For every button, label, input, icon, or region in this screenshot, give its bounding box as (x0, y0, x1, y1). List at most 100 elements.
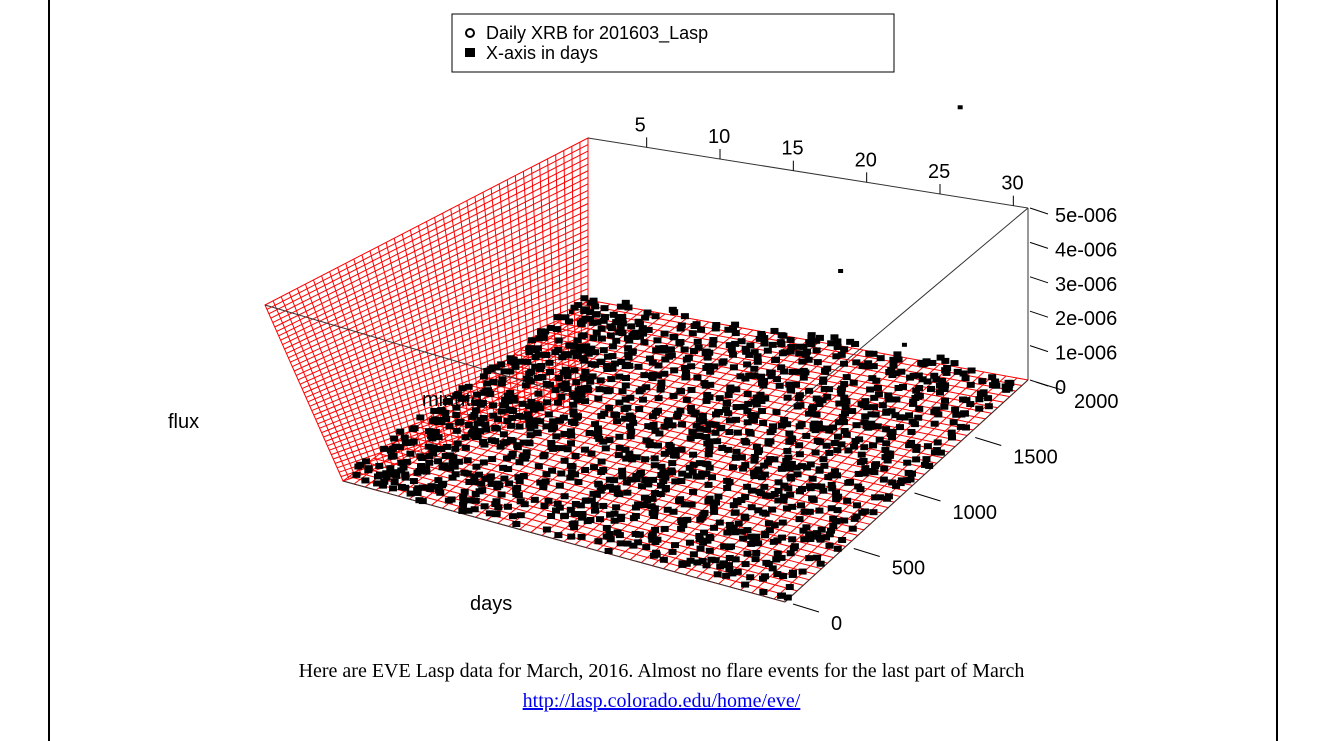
data-point (741, 494, 750, 501)
data-point (757, 373, 766, 380)
data-point (486, 390, 495, 397)
data-point (637, 386, 646, 393)
data-point (519, 439, 528, 446)
data-point (375, 471, 384, 478)
data-point (382, 470, 391, 477)
data-point (515, 459, 524, 466)
data-point (837, 351, 846, 358)
data-point (408, 426, 417, 433)
data-point (741, 581, 750, 588)
data-point (786, 491, 795, 498)
data-point (426, 486, 435, 493)
data-point (894, 356, 903, 363)
data-point (752, 401, 761, 408)
x-axis-label: days (470, 593, 512, 615)
data-point (820, 385, 829, 392)
data-point (828, 485, 837, 492)
data-point (823, 365, 832, 372)
data-point (669, 392, 678, 399)
data-point (861, 465, 870, 472)
data-point (745, 351, 754, 358)
data-point (896, 480, 905, 487)
data-point (464, 507, 473, 514)
data-point (568, 521, 577, 528)
grid-line (555, 154, 564, 409)
data-point (629, 419, 638, 426)
data-point (499, 464, 508, 471)
data-point (884, 493, 893, 500)
eve-link[interactable]: http://lasp.colorado.edu/home/eve/ (522, 690, 801, 712)
data-point (962, 397, 971, 404)
data-point (676, 325, 685, 332)
data-point (612, 504, 621, 511)
data-point (770, 490, 779, 497)
data-point (442, 415, 451, 422)
data-point (743, 527, 752, 534)
data-point (582, 306, 591, 313)
data-point (616, 540, 625, 547)
data-point (600, 410, 609, 417)
data-point (666, 443, 675, 450)
data-point (805, 555, 814, 562)
data-point (389, 485, 398, 492)
data-point (488, 364, 497, 371)
data-point (829, 523, 838, 530)
data-point (554, 375, 563, 382)
data-point (907, 428, 916, 435)
data-point (508, 414, 517, 421)
data-point (479, 373, 488, 380)
data-point (597, 458, 606, 465)
data-point (396, 444, 405, 451)
data-point (409, 478, 418, 485)
data-point (518, 400, 527, 407)
legend-square-marker (465, 48, 475, 57)
data-point (438, 408, 447, 415)
data-point (557, 470, 566, 477)
data-point (834, 493, 843, 500)
z-tick (1029, 345, 1049, 353)
data-point (675, 497, 684, 504)
data-point (854, 470, 863, 477)
grid-line (282, 196, 589, 346)
data-point (680, 313, 689, 320)
data-point (647, 533, 656, 540)
data-point (474, 471, 483, 478)
data-point (908, 418, 917, 425)
data-point (458, 507, 467, 514)
data-point (850, 443, 859, 450)
data-point (471, 434, 480, 441)
data-point (378, 482, 387, 489)
data-point (836, 387, 845, 394)
data-point (692, 422, 701, 429)
data-point (833, 472, 842, 479)
data-point (572, 352, 581, 359)
data-point (621, 363, 630, 370)
data-point (795, 516, 804, 523)
data-point (870, 404, 879, 411)
grid-line (270, 157, 589, 319)
data-point (869, 509, 878, 516)
data-point (643, 309, 652, 316)
data-point (743, 408, 752, 415)
data-point (802, 464, 811, 471)
data-point (660, 345, 669, 352)
data-point (763, 347, 772, 354)
data-point (801, 369, 810, 376)
data-point (812, 554, 821, 561)
data-point (769, 538, 778, 545)
data-point (833, 507, 842, 514)
data-point (590, 464, 599, 471)
data-point (783, 394, 792, 401)
data-point (696, 473, 705, 480)
data-point (627, 428, 636, 435)
data-point (542, 423, 551, 430)
data-point (670, 367, 679, 374)
data-point (590, 502, 599, 509)
data-point (424, 443, 433, 450)
data-point (751, 412, 760, 419)
data-point (614, 452, 623, 459)
data-point (687, 501, 696, 508)
y-axis-label: minute (422, 389, 482, 411)
data-point (774, 497, 783, 504)
data-point (715, 519, 724, 526)
